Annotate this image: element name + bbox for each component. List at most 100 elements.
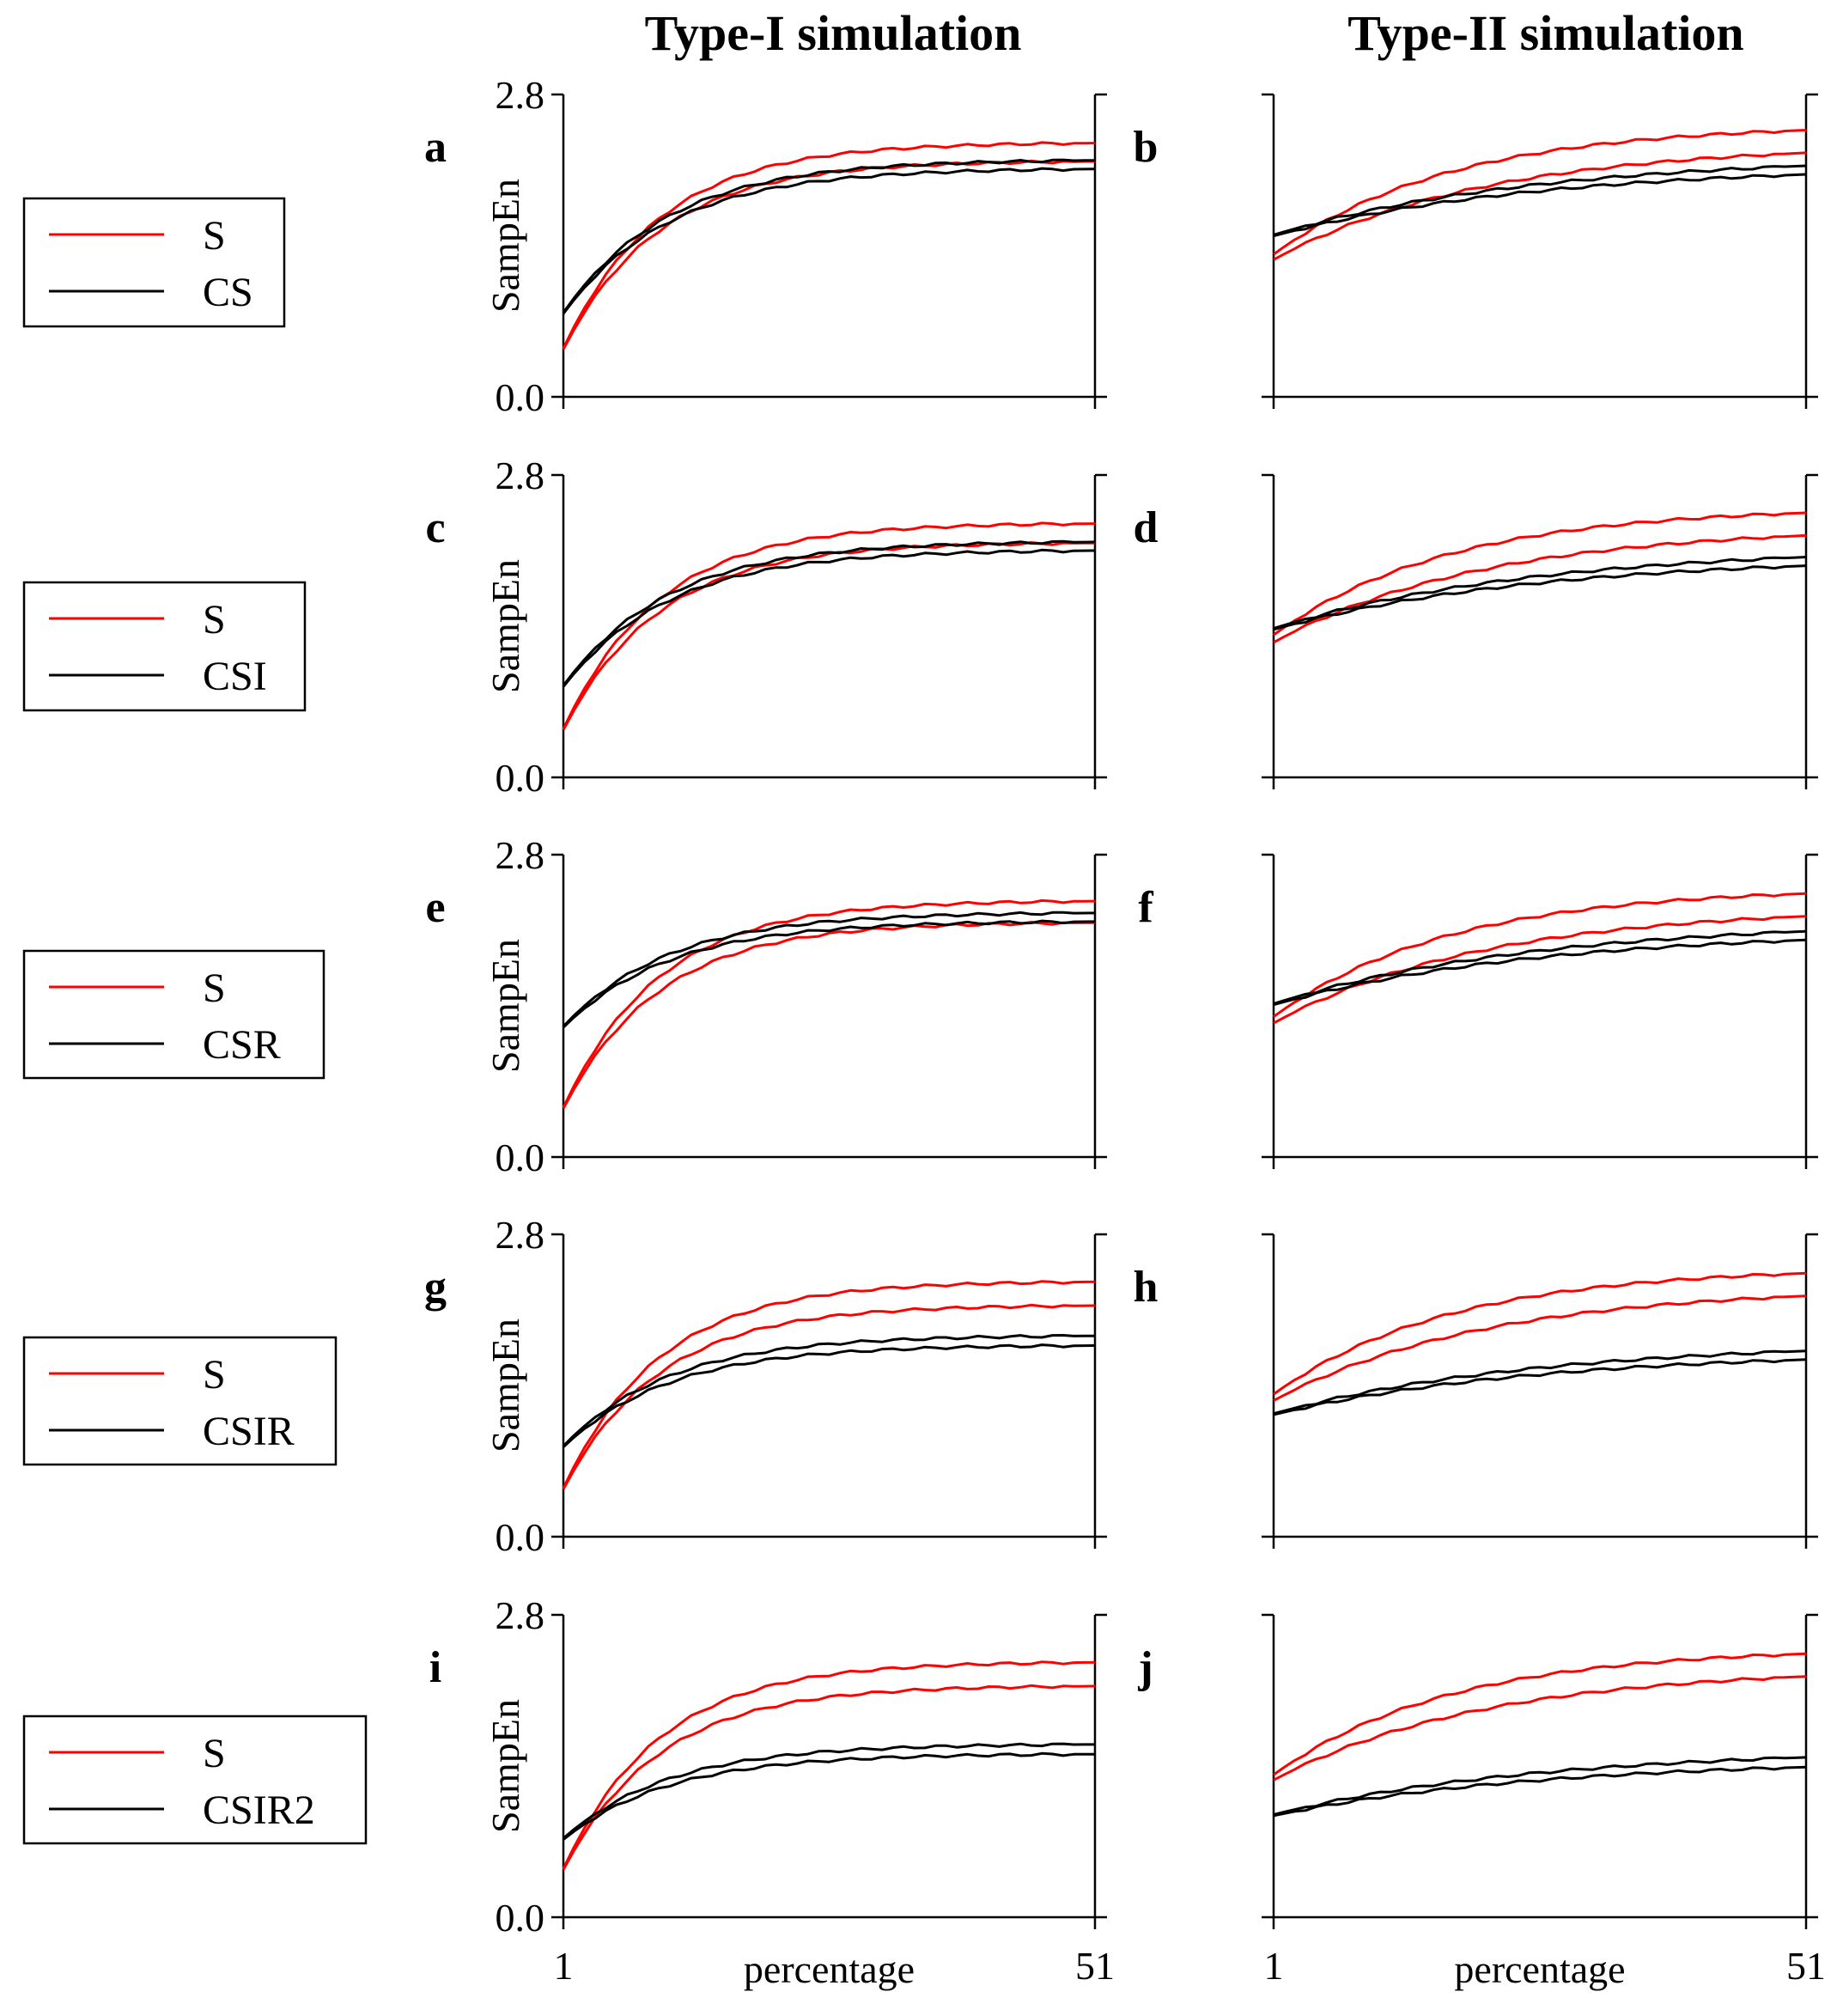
series-line-control-3 <box>562 539 1096 687</box>
series-line-control-4 <box>562 919 1096 1029</box>
y-tick-label-bottom: 0.0 <box>496 1515 545 1559</box>
y-tick-label-top: 2.8 <box>496 454 545 497</box>
series-line-s-2 <box>562 1303 1096 1490</box>
panel-letter: j <box>1137 1643 1153 1692</box>
y-axis-label: SampEn <box>484 1699 527 1833</box>
legend-5: S CSIR2 <box>22 1715 368 1845</box>
y-axis-label: SampEn <box>484 559 527 693</box>
series-line-s-1 <box>1273 1271 1807 1396</box>
y-tick-label-bottom: 0.0 <box>496 1896 545 1940</box>
y-tick-label-bottom: 0.0 <box>496 756 545 800</box>
legend-label: S <box>203 213 226 259</box>
legend-label: CSIR <box>203 1409 295 1454</box>
series-line-s-1 <box>1273 511 1807 636</box>
legend-frame <box>22 949 325 1080</box>
legend-frame <box>22 581 307 712</box>
panel-letter: h <box>1134 1263 1159 1312</box>
panel-letter: g <box>424 1263 447 1312</box>
series-line-control-4 <box>562 167 1096 315</box>
legend-1: S CS <box>22 197 286 328</box>
series-line-control-3 <box>1273 1756 1807 1817</box>
x-axis-label: percentage <box>1454 1947 1625 1991</box>
panel-h: h <box>1134 1233 1818 1549</box>
axis-frame <box>1272 855 1808 1159</box>
y-tick-label-bottom: 0.0 <box>496 1136 545 1179</box>
series-line-s-1 <box>562 898 1096 1108</box>
y-axis-label: SampEn <box>484 939 527 1073</box>
series-line-s-2 <box>562 541 1096 731</box>
series-line-control-3 <box>1273 164 1807 236</box>
legends: S CS S CSI S CSR S CSIR S CSIR2 <box>22 197 368 1845</box>
panel-j: 1 51 percentage j <box>1137 1613 1826 1991</box>
legend-label: CSR <box>203 1022 281 1068</box>
y-tick-label-top: 2.8 <box>496 833 545 877</box>
legend-frame <box>22 197 286 328</box>
panel-f: f <box>1138 853 1818 1169</box>
series-line-control-4 <box>1273 1765 1807 1818</box>
series-line-control-3 <box>1273 1349 1807 1416</box>
series-line-s-2 <box>1273 151 1807 261</box>
series-line-s-2 <box>562 921 1096 1110</box>
panel-letter: d <box>1134 503 1159 552</box>
series-line-control-3 <box>563 1742 1095 1840</box>
legend-label: S <box>203 1731 226 1776</box>
series-line-control-4 <box>1273 938 1807 1007</box>
x-tick-label-left: 1 <box>554 1944 574 1988</box>
axis-frame <box>1272 1615 1808 1919</box>
series-line-s-2 <box>562 159 1096 350</box>
series-line-control-3 <box>562 158 1096 314</box>
series-line-s-2 <box>1273 533 1807 644</box>
series-line-s-1 <box>562 141 1096 350</box>
series-line-s-2 <box>562 1684 1096 1871</box>
series-line-control-4 <box>563 1751 1095 1841</box>
panel-letter: a <box>424 123 447 172</box>
panel-letter: i <box>429 1643 441 1692</box>
legend-label: S <box>203 1352 226 1398</box>
panel-letter: b <box>1134 123 1159 172</box>
series-line-control-4 <box>562 548 1096 688</box>
x-axis-label: percentage <box>744 1947 915 1991</box>
panel-letter: c <box>425 503 445 552</box>
y-tick-label-top: 2.8 <box>496 1213 545 1257</box>
series-line-s-1 <box>562 1280 1096 1489</box>
panel-d: d <box>1134 473 1818 789</box>
legend-label: S <box>203 597 226 643</box>
axis-frame <box>562 855 1097 1159</box>
y-axis-label: SampEn <box>484 1319 527 1453</box>
series-line-control-3 <box>1273 556 1807 630</box>
panel-letter: e <box>425 883 445 932</box>
series-line-control-3 <box>562 1334 1096 1447</box>
legend-2: S CSI <box>22 581 307 712</box>
legend-label: CSIR2 <box>203 1788 315 1833</box>
panel-b: b <box>1134 93 1818 409</box>
series-line-control-4 <box>562 1343 1096 1448</box>
series-line-s-1 <box>1273 129 1807 256</box>
y-axis-label: SampEn <box>484 179 527 313</box>
legend-3: S CSR <box>22 949 325 1080</box>
series-line-control-4 <box>1273 1358 1807 1416</box>
series-line-s-2 <box>1273 1294 1807 1402</box>
axis-frame <box>562 1615 1097 1919</box>
series-line-s-2 <box>1273 1675 1807 1782</box>
series-line-control-3 <box>1273 929 1807 1005</box>
y-tick-label-top: 2.8 <box>496 73 545 117</box>
legend-label: S <box>203 965 226 1011</box>
x-tick-label-right: 51 <box>1786 1944 1826 1988</box>
legend-label: CSI <box>203 654 267 699</box>
series-line-control-4 <box>1273 564 1807 631</box>
axis-frame <box>562 1234 1097 1538</box>
x-tick-label-left: 1 <box>1264 1944 1284 1988</box>
legend-frame <box>22 1336 338 1466</box>
axis-frame <box>1272 1234 1808 1538</box>
y-tick-label-top: 2.8 <box>496 1593 545 1637</box>
panel-letter: f <box>1138 883 1153 932</box>
axis-frame <box>1272 475 1808 779</box>
axis-frame <box>1272 94 1808 399</box>
axis-frame <box>562 94 1097 399</box>
